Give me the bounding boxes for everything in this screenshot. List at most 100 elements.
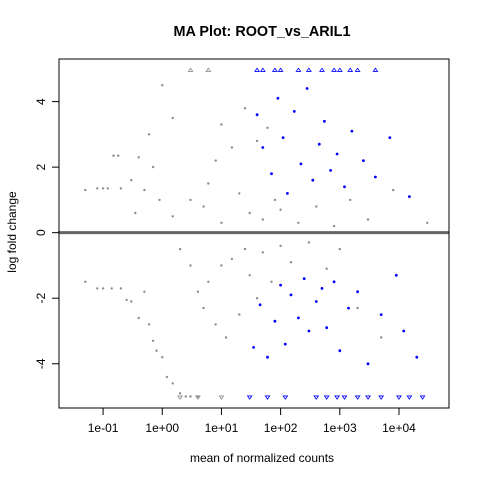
data-point-not-significant xyxy=(202,205,205,208)
data-point-significant xyxy=(394,273,398,277)
data-point-not-significant xyxy=(243,107,247,110)
data-point-significant xyxy=(305,87,309,90)
x-axis: 1e-01 1e+00 1e+01 1e+02 1e+03 1e+04 xyxy=(88,407,416,435)
clipped-point-down xyxy=(378,395,385,400)
data-point-not-significant xyxy=(230,146,234,149)
data-point-not-significant xyxy=(349,198,352,202)
clipped-point-down xyxy=(323,395,330,400)
x-tick-label: 1e+01 xyxy=(205,421,239,435)
data-point-not-significant xyxy=(101,187,105,190)
y-axis: -4 -2 0 2 4 xyxy=(34,98,60,369)
data-point-significant xyxy=(258,303,262,307)
y-tick-label: 2 xyxy=(34,163,48,170)
y-axis-label: log fold change xyxy=(5,191,19,273)
data-point-significant xyxy=(408,195,411,199)
data-point-not-significant xyxy=(147,323,151,326)
data-point-not-significant xyxy=(338,247,341,251)
data-point-not-significant xyxy=(238,192,241,195)
data-point-not-significant xyxy=(325,267,328,270)
clipped-point-down xyxy=(396,395,402,400)
data-point-not-significant xyxy=(270,280,273,283)
data-point-not-significant xyxy=(147,133,151,136)
data-point-not-significant xyxy=(202,306,205,310)
data-point-not-significant xyxy=(189,198,192,202)
data-point-not-significant xyxy=(130,300,133,303)
clipped-point-up xyxy=(305,67,312,72)
data-point-not-significant xyxy=(243,247,247,251)
data-point-significant xyxy=(276,96,280,100)
data-point-significant xyxy=(356,290,359,294)
clipped-point-down xyxy=(264,395,271,400)
chart-title: MA Plot: ROOT_vs_ARIL1 xyxy=(174,24,351,40)
data-point-not-significant xyxy=(255,139,259,143)
data-point-not-significant xyxy=(332,224,336,228)
data-point-significant xyxy=(255,113,259,117)
data-point-significant xyxy=(302,277,306,280)
clipped-point-up xyxy=(254,67,261,72)
data-point-not-significant xyxy=(125,298,128,302)
data-point-significant xyxy=(347,306,350,310)
y-tick-label: -2 xyxy=(34,293,48,304)
data-point-not-significant xyxy=(220,221,223,224)
clipped-point-down xyxy=(218,395,225,400)
data-point-not-significant xyxy=(307,241,311,244)
data-point-significant xyxy=(323,119,326,123)
clipped-point-down xyxy=(354,395,361,400)
data-point-not-significant xyxy=(279,208,282,211)
clipped-point-up xyxy=(347,67,354,72)
data-point-not-significant xyxy=(119,187,123,190)
clipped-point-up xyxy=(259,67,266,72)
data-point-not-significant xyxy=(248,274,251,277)
data-point-not-significant xyxy=(130,179,133,182)
clipped-point-down xyxy=(313,395,320,400)
clipped-point-down xyxy=(177,395,184,400)
data-point-significant xyxy=(281,136,285,140)
data-point-not-significant xyxy=(178,247,182,251)
data-point-not-significant xyxy=(155,349,158,352)
y-tick-label: 4 xyxy=(34,98,48,105)
y-tick-label: -4 xyxy=(34,358,48,369)
data-point-not-significant xyxy=(366,218,370,221)
data-point-not-significant xyxy=(224,336,228,339)
data-point-not-significant xyxy=(84,280,87,283)
data-point-not-significant xyxy=(214,323,217,326)
data-point-significant xyxy=(289,293,293,297)
data-point-not-significant xyxy=(137,316,140,320)
data-point-significant xyxy=(329,169,332,172)
clipped-point-up xyxy=(372,67,379,72)
data-point-not-significant xyxy=(117,154,120,157)
data-point-significant xyxy=(292,110,296,113)
clipped-point-down xyxy=(365,395,372,400)
clipped-point-down xyxy=(282,395,289,400)
x-tick-label: 1e+04 xyxy=(382,421,416,435)
points-layer xyxy=(57,67,429,400)
data-point-not-significant xyxy=(143,290,146,293)
data-point-not-significant xyxy=(96,287,99,290)
clipped-point-up xyxy=(319,67,325,72)
data-point-not-significant xyxy=(220,123,223,126)
data-point-not-significant xyxy=(289,261,293,264)
clipped-point-up xyxy=(187,67,194,72)
data-point-significant xyxy=(350,129,354,133)
x-tick-label: 1e-01 xyxy=(88,421,119,435)
data-point-not-significant xyxy=(214,159,217,162)
data-point-not-significant xyxy=(161,84,164,87)
data-point-significant xyxy=(362,159,365,163)
data-point-not-significant xyxy=(134,211,137,215)
data-point-not-significant xyxy=(266,126,269,129)
data-point-not-significant xyxy=(426,221,429,224)
data-point-not-significant xyxy=(151,339,155,342)
data-point-not-significant xyxy=(380,336,383,339)
data-point-not-significant xyxy=(178,392,182,395)
data-point-not-significant xyxy=(184,395,187,398)
data-point-not-significant xyxy=(106,187,110,190)
data-point-not-significant xyxy=(261,251,264,254)
data-point-not-significant xyxy=(110,287,113,290)
data-point-not-significant xyxy=(165,375,169,379)
data-point-significant xyxy=(374,175,377,179)
data-point-not-significant xyxy=(189,395,192,398)
data-point-significant xyxy=(402,329,406,333)
data-point-not-significant xyxy=(189,264,192,267)
